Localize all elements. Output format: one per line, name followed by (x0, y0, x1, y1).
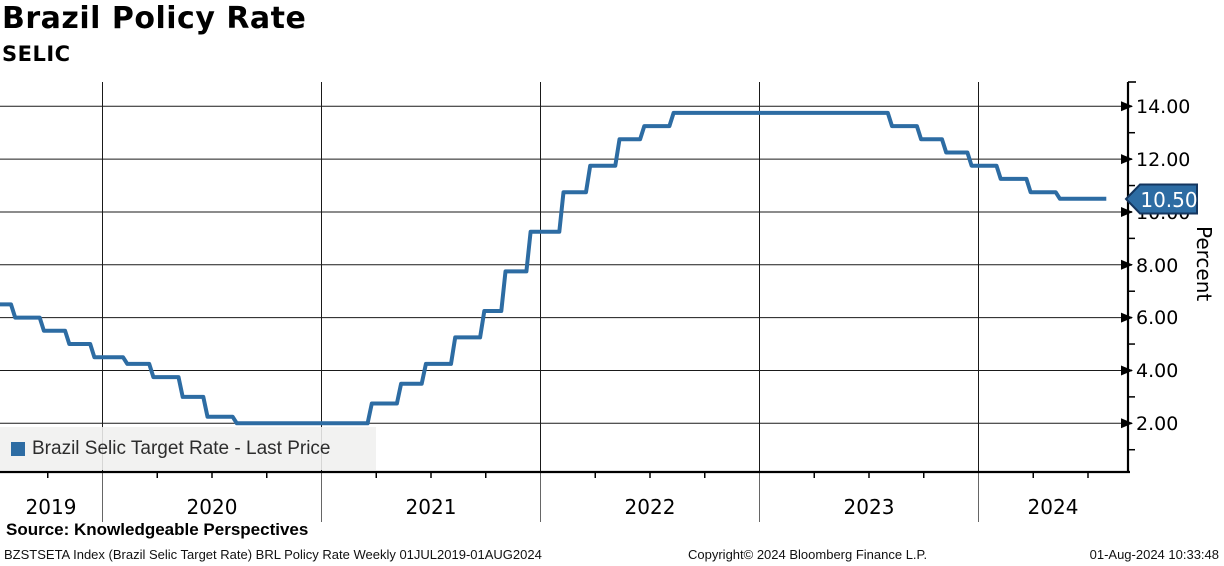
y-axis-tick-labels: 14.00 12.00 10.00 8.00 6.00 4.00 2.00 (1136, 96, 1190, 435)
y-tick-label: 8.00 (1136, 255, 1178, 277)
gridlines (0, 82, 1128, 472)
x-axis-year-labels: 2019 2020 2021 2022 2023 2024 (26, 495, 1079, 519)
y-tick-label: 6.00 (1136, 307, 1178, 329)
y-tick-label: 12.00 (1136, 149, 1190, 171)
y-tick-label: 4.00 (1136, 360, 1178, 382)
last-price-value: 10.50 (1140, 188, 1197, 212)
x-year-label: 2021 (406, 495, 457, 519)
legend-swatch (11, 441, 25, 456)
y-axis-unit-label: Percent (1192, 226, 1216, 302)
source-text: Source: Knowledgeable Perspectives (6, 520, 309, 539)
rate-line (0, 110, 1107, 426)
x-year-label: 2022 (625, 495, 676, 519)
x-year-label: 2020 (187, 495, 238, 519)
x-year-label: 2019 (26, 495, 77, 519)
copyright-text: Copyright© 2024 Bloomberg Finance L.P. (688, 547, 928, 562)
x-year-label: 2024 (1028, 495, 1079, 519)
y-tick-label: 14.00 (1136, 96, 1190, 118)
page-title: Brazil Policy Rate (2, 1, 307, 36)
legend-label: Brazil Selic Target Rate - Last Price (32, 437, 331, 459)
last-price-flag-shape (1124, 183, 1198, 215)
y-tick-label: 2.00 (1136, 413, 1178, 435)
last-price-badge: 10.50 (1124, 183, 1198, 215)
axes-and-ticks (0, 81, 1136, 522)
legend: Brazil Selic Target Rate - Last Price (0, 427, 376, 470)
security-description: BZSTSETA Index (Brazil Selic Target Rate… (4, 547, 542, 562)
x-year-label: 2023 (844, 495, 895, 519)
timestamp: 01-Aug-2024 10:33:48 (1089, 547, 1219, 562)
page-subtitle: SELIC (2, 42, 71, 66)
